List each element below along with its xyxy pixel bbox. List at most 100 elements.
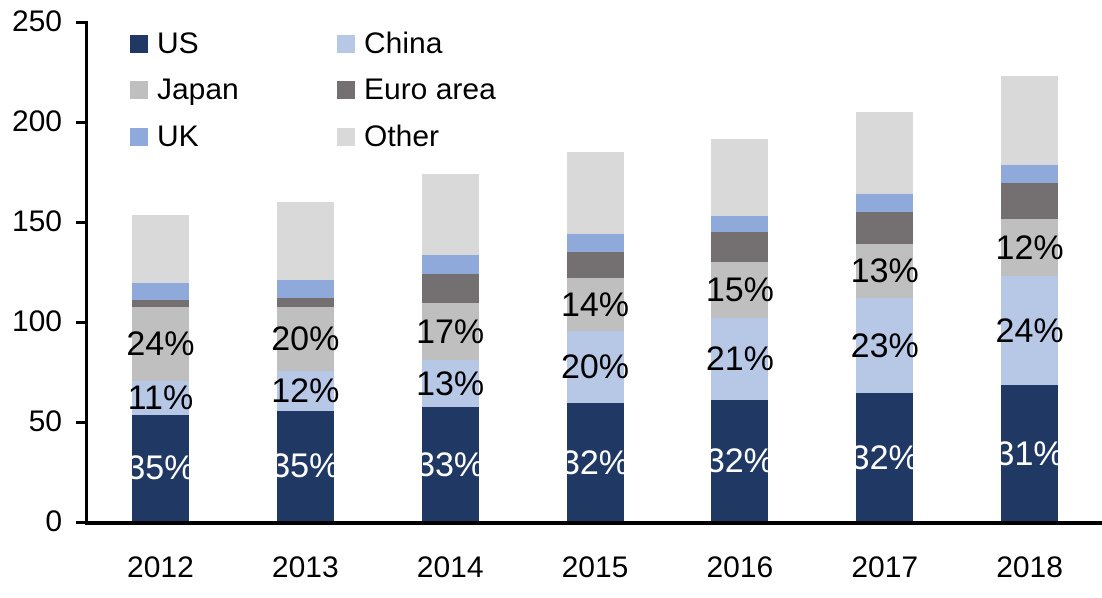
bar-segment-other bbox=[1001, 75, 1059, 165]
segment-label: 21% bbox=[705, 339, 774, 378]
bar-segment-us bbox=[566, 403, 624, 522]
segment-label: 15% bbox=[705, 271, 774, 309]
segment-label: 31% bbox=[995, 434, 1064, 473]
y-axis-tick-label: 200 bbox=[11, 105, 62, 138]
bar-segment-euro-area bbox=[131, 300, 189, 307]
bar-segment-china bbox=[131, 380, 189, 415]
bar-segment-us bbox=[421, 407, 479, 522]
bar-segment-euro-area bbox=[566, 252, 624, 279]
y-axis-tick-label: 50 bbox=[28, 405, 62, 438]
bar-segment-euro-area bbox=[856, 212, 914, 244]
bar-segment-uk bbox=[276, 280, 334, 298]
bar-segment-china bbox=[1001, 276, 1059, 386]
bar-segment-other bbox=[566, 152, 624, 234]
segment-label: 24% bbox=[995, 311, 1064, 350]
bar-segment-uk bbox=[566, 234, 624, 252]
bar-segment-japan bbox=[711, 262, 769, 318]
legend-label: UK bbox=[157, 119, 199, 153]
bar-segment-uk bbox=[1001, 164, 1059, 184]
segment-label: 32% bbox=[705, 441, 774, 480]
bar-segment-other bbox=[421, 173, 479, 255]
bar-segment-other bbox=[856, 112, 914, 195]
bar-segment-us bbox=[1001, 385, 1059, 522]
legend-label: China bbox=[364, 26, 443, 60]
y-axis-tick-mark bbox=[76, 320, 88, 324]
y-axis-tick-mark bbox=[76, 420, 88, 424]
segment-label: 14% bbox=[560, 285, 630, 324]
bar-segment-uk bbox=[856, 194, 914, 213]
segment-label: 13% bbox=[850, 252, 919, 290]
x-axis-tick-label: 2018 bbox=[996, 551, 1063, 584]
x-axis-tick-label: 2012 bbox=[127, 551, 194, 584]
segment-label: 35% bbox=[271, 447, 340, 486]
bar-segment-japan bbox=[276, 307, 334, 372]
y-axis-tick-label: 150 bbox=[11, 205, 62, 238]
segment-label: 11% bbox=[127, 378, 194, 417]
legend-label: US bbox=[157, 26, 199, 60]
segment-label: 35% bbox=[126, 449, 195, 488]
segment-label: 33% bbox=[416, 445, 485, 484]
y-axis-tick-mark bbox=[76, 120, 88, 124]
y-axis-tick-label: 0 bbox=[45, 505, 62, 538]
legend-label: Other bbox=[364, 119, 440, 153]
bar-segment-japan bbox=[566, 278, 624, 332]
segment-label: 23% bbox=[850, 326, 919, 365]
x-axis-tick-label: 2013 bbox=[271, 551, 339, 584]
legend-label: Euro area bbox=[364, 73, 496, 106]
legend-item-euro-area: Euro area bbox=[337, 73, 496, 107]
segment-label: 17% bbox=[416, 312, 485, 351]
bar-segment-japan bbox=[1001, 219, 1059, 276]
bar-segment-euro-area bbox=[1001, 183, 1059, 220]
bar-segment-uk bbox=[421, 255, 479, 275]
bar-segment-us bbox=[856, 393, 914, 522]
bar-segment-euro-area bbox=[711, 231, 769, 262]
segment-label: 12% bbox=[271, 372, 340, 410]
legend-label: Japan bbox=[157, 73, 239, 106]
bar-segment-us bbox=[276, 410, 334, 522]
bar-segment-china bbox=[711, 318, 769, 400]
legend-item-china: China bbox=[337, 27, 442, 61]
bar-segment-china bbox=[421, 360, 479, 408]
y-axis-line bbox=[85, 22, 88, 525]
y-axis-tick-mark bbox=[76, 520, 88, 524]
segment-label: 24% bbox=[126, 324, 195, 363]
legend-swatch-icon bbox=[130, 34, 148, 53]
bar-segment-euro-area bbox=[276, 298, 334, 308]
legend-item-uk: UK bbox=[130, 120, 199, 154]
legend-item-us: US bbox=[130, 27, 199, 61]
bar-segment-other bbox=[276, 202, 334, 281]
legend-swatch-icon bbox=[130, 81, 148, 99]
bar-segment-other bbox=[131, 215, 189, 283]
y-axis-tick-label: 100 bbox=[11, 305, 62, 338]
legend-swatch-icon bbox=[337, 127, 355, 146]
bar-segment-china bbox=[856, 298, 914, 394]
segment-label: 32% bbox=[560, 443, 630, 482]
legend-swatch-icon bbox=[337, 81, 355, 99]
bar-segment-other bbox=[711, 138, 769, 216]
x-axis-line bbox=[85, 521, 1102, 525]
legend-swatch-icon bbox=[337, 34, 355, 53]
y-axis-tick-mark bbox=[76, 20, 88, 24]
segment-label: 32% bbox=[850, 438, 919, 477]
legend-swatch-icon bbox=[130, 127, 148, 146]
bar-segment-china bbox=[566, 331, 624, 404]
segment-label: 20% bbox=[271, 320, 340, 359]
x-axis-tick-label: 2014 bbox=[416, 551, 484, 584]
x-axis-tick-label: 2017 bbox=[851, 551, 919, 584]
x-axis-tick-label: 2015 bbox=[561, 551, 629, 584]
bar-segment-us bbox=[711, 399, 769, 522]
y-axis-tick-mark bbox=[76, 220, 88, 224]
segment-label: 12% bbox=[995, 228, 1064, 267]
bar-segment-china bbox=[276, 371, 334, 411]
legend-item-other: Other bbox=[337, 120, 439, 154]
bar-segment-uk bbox=[131, 283, 189, 300]
bar-segment-us bbox=[131, 414, 189, 522]
legend-item-japan: Japan bbox=[130, 73, 239, 107]
segment-label: 13% bbox=[416, 364, 485, 403]
segment-label: 20% bbox=[560, 348, 630, 387]
bar-segment-japan bbox=[856, 244, 914, 298]
bar-segment-japan bbox=[131, 307, 189, 381]
bar-segment-euro-area bbox=[421, 274, 479, 304]
bar-segment-uk bbox=[711, 216, 769, 232]
